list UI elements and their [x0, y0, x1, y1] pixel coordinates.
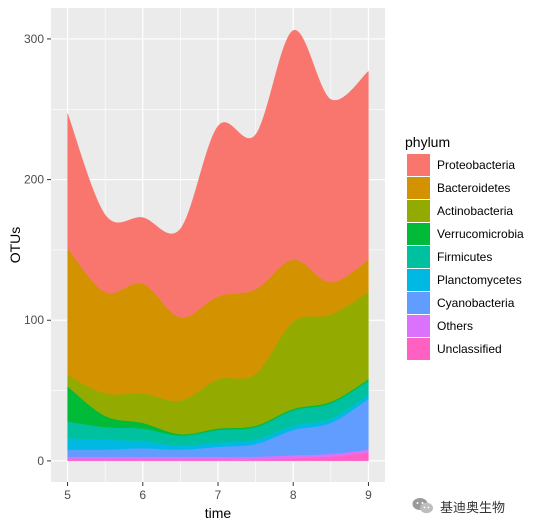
area-proteobacteria [67, 30, 369, 318]
legend-label-cyanobacteria: Cyanobacteria [437, 296, 515, 310]
legend-label-planctomycetes: Planctomycetes [437, 273, 522, 287]
legend-label-verrucomicrobia: Verrucomicrobia [437, 227, 524, 241]
y-axis: 0 100 200 300 [24, 32, 51, 468]
legend-label-others: Others [437, 319, 473, 333]
watermark: 基迪奥生物 [412, 494, 542, 518]
x-tick-label: 7 [215, 488, 222, 502]
legend-key-unclassified [407, 338, 430, 360]
watermark-text: 基迪奥生物 [440, 500, 506, 516]
legend-key-verrucomicrobia [407, 223, 430, 245]
legend-label-bacteroidetes: Bacteroidetes [437, 181, 510, 195]
legend-title: phylum [405, 134, 450, 150]
y-tick-label: 100 [24, 313, 44, 327]
x-tick-label: 9 [365, 488, 372, 502]
stacked-areas [67, 30, 369, 462]
y-tick-label: 0 [37, 454, 44, 468]
legend-key-others [407, 315, 430, 337]
y-tick-label: 200 [24, 173, 44, 187]
legend-key-proteobacteria [407, 154, 430, 176]
legend-key-bacteroidetes [407, 177, 430, 199]
y-axis-title: OTUs [7, 227, 23, 264]
legend-key-cyanobacteria [407, 292, 430, 314]
x-axis: 5 6 7 8 9 [64, 482, 372, 502]
legend-key-planctomycetes [407, 269, 430, 291]
legend-label-unclassified: Unclassified [437, 342, 502, 356]
x-tick-label: 8 [290, 488, 297, 502]
legend-label-firmicutes: Firmicutes [437, 250, 492, 264]
y-tick-label: 300 [24, 32, 44, 46]
legend-key-actinobacteria [407, 200, 430, 222]
x-tick-label: 5 [64, 488, 71, 502]
x-axis-title: time [205, 505, 232, 521]
legend: phylum Proteobacteria Bacteroidetes Actino… [405, 134, 524, 360]
x-tick-label: 6 [139, 488, 146, 502]
legend-label-proteobacteria: Proteobacteria [437, 158, 515, 172]
wechat-icon [412, 498, 433, 514]
legend-label-actinobacteria: Actinobacteria [437, 204, 513, 218]
legend-key-firmicutes [407, 246, 430, 268]
